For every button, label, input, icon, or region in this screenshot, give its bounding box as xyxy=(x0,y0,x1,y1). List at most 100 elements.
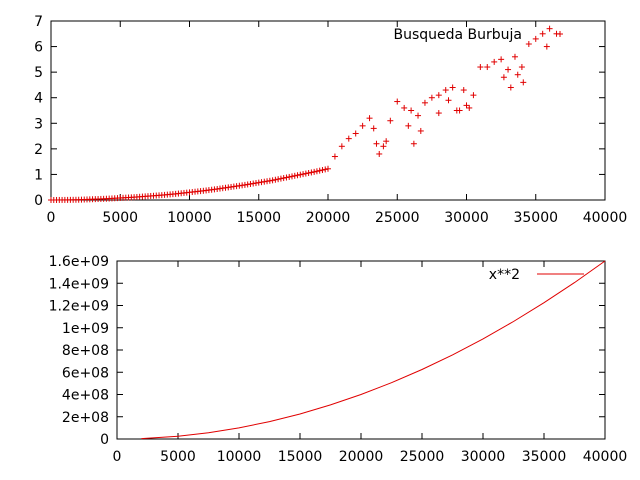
scatter-point xyxy=(500,74,507,81)
scatter-point xyxy=(239,182,246,189)
x-tick-label: 15000 xyxy=(236,210,281,226)
scatter-point xyxy=(408,107,415,114)
scatter-point xyxy=(532,35,539,42)
scatter-point xyxy=(445,97,452,104)
x-tick-label: 30000 xyxy=(444,210,489,226)
scatter-point xyxy=(484,64,491,71)
scatter-point xyxy=(543,43,550,50)
scatter-point xyxy=(435,92,442,99)
y-tick-label: 2e+08 xyxy=(62,410,109,426)
y-tick-label: 1.2e+09 xyxy=(49,299,109,315)
x-tick-label: 10000 xyxy=(167,210,212,226)
scatter-point xyxy=(322,166,329,173)
scatter-point xyxy=(359,122,366,129)
scatter-point xyxy=(383,138,390,145)
y-tick-label: 3 xyxy=(34,116,43,132)
scatter-point xyxy=(415,112,422,119)
scatter-point xyxy=(86,196,93,203)
x-tick-label: 20000 xyxy=(306,210,351,226)
x-tick-label: 40000 xyxy=(583,210,628,226)
scatter-point xyxy=(331,153,338,160)
legend-label: Busqueda Burbuja xyxy=(393,27,522,43)
scatter-point xyxy=(275,176,282,183)
scatter-point xyxy=(283,174,290,181)
scatter-point xyxy=(142,193,149,200)
x-tick-label: 20000 xyxy=(339,449,384,465)
scatter-point xyxy=(442,87,449,94)
scatter-point xyxy=(477,64,484,71)
y-tick-label: 2 xyxy=(34,142,43,158)
scatter-point xyxy=(387,117,394,124)
scatter-point xyxy=(507,84,514,91)
scatter-point xyxy=(338,143,345,150)
plot-frame xyxy=(116,260,606,440)
scatter-point xyxy=(380,143,387,150)
scatter-point xyxy=(305,169,312,176)
x-tick-label: 10000 xyxy=(217,449,262,465)
scatter-point xyxy=(72,196,79,203)
scatter-point xyxy=(252,180,259,187)
scatter-point xyxy=(394,98,401,105)
scatter-point xyxy=(505,66,512,73)
scatter-point xyxy=(288,173,295,180)
scatter-point xyxy=(491,58,498,65)
scatter-point xyxy=(373,140,380,147)
scatter-point xyxy=(525,41,532,48)
series-line-x2 xyxy=(141,260,606,440)
scatter-point xyxy=(470,92,477,99)
scatter-point xyxy=(466,104,473,111)
scatter-point xyxy=(514,71,521,78)
scatter-point xyxy=(272,176,279,183)
y-tick-label: 4 xyxy=(34,91,43,107)
scatter-point xyxy=(211,186,218,193)
scatter-point xyxy=(410,140,417,147)
plot-frame xyxy=(50,20,606,201)
y-tick-label: 4e+08 xyxy=(62,388,109,404)
bottom-line-chart: 0 5000 10000 15000 20000 25000 30000 35000 40000… xyxy=(49,254,628,465)
y-tick-label: 8e+08 xyxy=(62,343,109,359)
scatter-point xyxy=(297,171,304,178)
scatter-point xyxy=(417,127,424,134)
scatter-point xyxy=(280,175,287,182)
scatter-point xyxy=(401,104,408,111)
scatter-point xyxy=(352,130,359,137)
scatter-point xyxy=(59,196,66,203)
scatter-point xyxy=(453,107,460,114)
scatter-point xyxy=(498,56,505,63)
scatter-point xyxy=(100,195,107,202)
scatter-point xyxy=(435,110,442,117)
scatter-point xyxy=(183,189,190,196)
scatter-point xyxy=(308,169,315,176)
scatter-point xyxy=(294,172,301,179)
y-tick-label: 1e+09 xyxy=(62,321,109,337)
scatter-point xyxy=(266,177,273,184)
scatter-point xyxy=(277,175,284,182)
scatter-point xyxy=(428,94,435,101)
scatter-point xyxy=(311,168,318,175)
y-tick-label: 7 xyxy=(34,14,43,30)
y-tick-label: 0 xyxy=(100,432,109,448)
y-tick-label: 6e+08 xyxy=(62,365,109,381)
legend-label: x**2 xyxy=(489,267,520,283)
scatter-point xyxy=(376,150,383,157)
scatter-point xyxy=(366,115,373,122)
x-tick-label: 5000 xyxy=(102,210,138,226)
scatter-point xyxy=(449,84,456,91)
scatter-point xyxy=(300,171,307,178)
x-tick-label: 15000 xyxy=(278,449,323,465)
x-tick-label: 5000 xyxy=(160,449,196,465)
scatter-point xyxy=(539,30,546,37)
scatter-point xyxy=(156,192,163,199)
scatter-point xyxy=(405,122,412,129)
scatter-point xyxy=(553,30,560,37)
y-tick-label: 5 xyxy=(34,65,43,81)
y-tick-label: 1.6e+09 xyxy=(49,254,109,270)
scatter-point xyxy=(286,173,293,180)
scatter-point xyxy=(518,64,525,71)
scatter-point xyxy=(325,165,331,172)
scatter-point xyxy=(114,195,121,202)
y-tick-label: 0 xyxy=(34,193,43,209)
scatter-point xyxy=(463,102,470,109)
scatter-point xyxy=(169,191,176,198)
